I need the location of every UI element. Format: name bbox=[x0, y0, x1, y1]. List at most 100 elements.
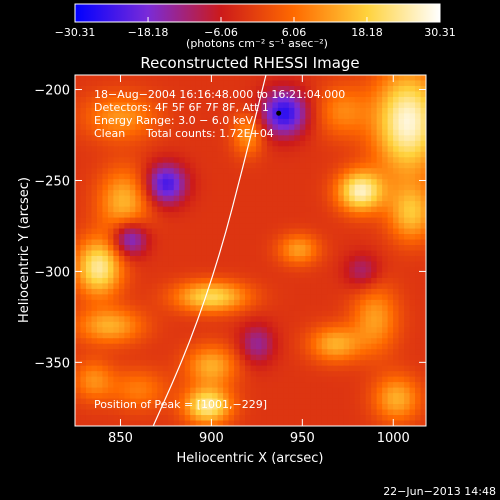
heatmap-cell bbox=[382, 371, 389, 378]
heatmap-cell bbox=[135, 85, 142, 93]
heatmap-cell bbox=[140, 179, 147, 186]
heatmap-cell bbox=[387, 179, 394, 186]
heatmap-cell bbox=[255, 365, 263, 372]
heatmap-cell bbox=[85, 212, 93, 219]
heatmap-cell bbox=[179, 195, 186, 202]
heatmap-cell bbox=[327, 179, 334, 186]
heatmap-cell bbox=[217, 371, 224, 378]
heatmap-cell bbox=[228, 277, 235, 284]
heatmap-cell bbox=[316, 113, 323, 120]
heatmap-cell bbox=[310, 299, 317, 306]
heatmap-cell bbox=[113, 294, 120, 301]
heatmap-cell bbox=[266, 190, 274, 197]
heatmap-cell bbox=[371, 382, 378, 389]
heatmap-cell bbox=[234, 162, 241, 169]
heatmap-cell bbox=[266, 184, 274, 191]
heatmap-cell bbox=[102, 393, 109, 400]
heatmap-cell bbox=[288, 113, 295, 120]
heatmap-cell bbox=[272, 206, 279, 213]
heatmap-cell bbox=[360, 360, 367, 367]
heatmap-cell bbox=[299, 107, 306, 114]
heatmap-cell bbox=[272, 420, 279, 426]
heatmap-cell bbox=[332, 80, 339, 87]
heatmap-cell bbox=[80, 179, 87, 186]
heatmap-cell bbox=[157, 255, 164, 263]
heatmap-cell bbox=[102, 277, 109, 284]
heatmap-cell bbox=[80, 288, 87, 295]
heatmap-cell bbox=[146, 371, 153, 378]
heatmap-cell bbox=[409, 404, 416, 411]
heatmap-cell bbox=[168, 239, 175, 246]
heatmap-cell bbox=[140, 338, 147, 345]
heatmap-cell bbox=[294, 212, 301, 219]
heatmap-cell bbox=[151, 310, 158, 317]
heatmap-cell bbox=[129, 409, 136, 416]
heatmap-cell bbox=[343, 195, 350, 202]
heatmap-cell bbox=[261, 393, 268, 400]
heatmap-cell bbox=[140, 393, 147, 400]
heatmap-cell bbox=[305, 310, 312, 317]
heatmap-cell bbox=[349, 124, 356, 131]
heatmap-cell bbox=[217, 299, 224, 306]
heatmap-cell bbox=[245, 387, 252, 394]
heatmap-cell bbox=[195, 305, 202, 312]
heatmap-cell bbox=[212, 168, 219, 175]
heatmap-cell bbox=[294, 162, 301, 169]
heatmap-cell bbox=[245, 245, 252, 252]
heatmap-cell bbox=[387, 146, 394, 153]
heatmap-cell bbox=[168, 173, 175, 180]
heatmap-cell bbox=[365, 234, 372, 241]
heatmap-cell bbox=[102, 316, 109, 323]
heatmap-cell bbox=[146, 382, 153, 389]
heatmap-cell bbox=[376, 387, 383, 394]
heatmap-cell bbox=[266, 382, 274, 389]
heatmap-cell bbox=[201, 140, 208, 147]
heatmap-cell bbox=[332, 266, 339, 274]
heatmap-cell bbox=[168, 354, 175, 361]
heatmap-cell bbox=[261, 173, 268, 180]
heatmap-cell bbox=[157, 157, 164, 164]
heatmap-cell bbox=[91, 288, 98, 295]
heatmap-cell bbox=[168, 228, 175, 235]
heatmap-cell bbox=[179, 146, 186, 153]
colorbar-ticks: −30.31 −18.18 −6.06 6.06 18.18 30.31 bbox=[55, 17, 456, 39]
heatmap-cell bbox=[283, 234, 290, 241]
heatmap-cell bbox=[107, 245, 114, 252]
heatmap-cell bbox=[272, 272, 279, 279]
heatmap-cell bbox=[354, 305, 361, 312]
heatmap-cell bbox=[146, 415, 153, 422]
heatmap-cell bbox=[124, 146, 131, 153]
heatmap-cell bbox=[162, 250, 169, 257]
heatmap-cell bbox=[179, 206, 186, 213]
heatmap-cell bbox=[146, 85, 153, 93]
heatmap-cell bbox=[206, 234, 213, 241]
heatmap-cell bbox=[234, 195, 241, 202]
heatmap-cell bbox=[338, 135, 345, 142]
heatmap-cell bbox=[113, 85, 120, 93]
heatmap-cell bbox=[135, 151, 142, 158]
heatmap-cell bbox=[371, 91, 378, 98]
heatmap-cell bbox=[393, 195, 400, 202]
heatmap-cell bbox=[91, 80, 98, 87]
heatmap-cell bbox=[266, 107, 274, 114]
heatmap-cell bbox=[234, 255, 241, 263]
heatmap-cell bbox=[201, 382, 208, 389]
heatmap-cell bbox=[75, 217, 82, 224]
heatmap-cell bbox=[288, 80, 295, 87]
heatmap-cell bbox=[393, 332, 400, 339]
heatmap-cell bbox=[96, 299, 104, 306]
heatmap-cell bbox=[195, 212, 202, 219]
heatmap-cell bbox=[96, 420, 104, 426]
heatmap-cell bbox=[404, 85, 411, 93]
heatmap-cell bbox=[245, 173, 252, 180]
heatmap-cell bbox=[321, 250, 328, 257]
heatmap-cell bbox=[255, 294, 263, 301]
heatmap-cell bbox=[327, 343, 334, 350]
heatmap-cell bbox=[365, 91, 372, 98]
heatmap-cell bbox=[146, 168, 153, 175]
heatmap-cell bbox=[184, 299, 191, 306]
heatmap-cell bbox=[245, 75, 252, 82]
heatmap-cell bbox=[332, 321, 339, 328]
heatmap-cell bbox=[360, 327, 367, 334]
heatmap-cell bbox=[184, 173, 191, 180]
